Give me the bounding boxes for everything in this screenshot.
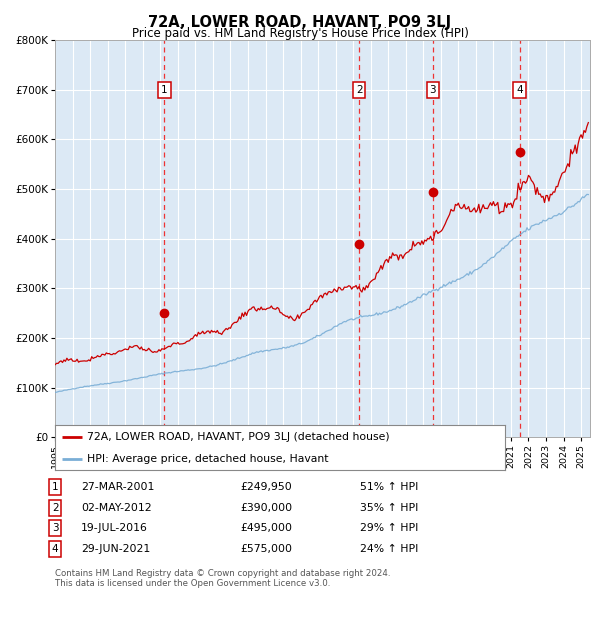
Text: 3: 3 [52,523,59,533]
Text: 4: 4 [52,544,59,554]
Text: This data is licensed under the Open Government Licence v3.0.: This data is licensed under the Open Gov… [55,578,331,588]
Text: 24% ↑ HPI: 24% ↑ HPI [360,544,418,554]
Text: Contains HM Land Registry data © Crown copyright and database right 2024.: Contains HM Land Registry data © Crown c… [55,569,391,578]
Text: £495,000: £495,000 [240,523,292,533]
Text: 1: 1 [52,482,59,492]
Text: £575,000: £575,000 [240,544,292,554]
Text: 1: 1 [161,85,168,95]
Text: 27-MAR-2001: 27-MAR-2001 [81,482,154,492]
Text: 72A, LOWER ROAD, HAVANT, PO9 3LJ (detached house): 72A, LOWER ROAD, HAVANT, PO9 3LJ (detach… [87,432,389,443]
Text: 29-JUN-2021: 29-JUN-2021 [81,544,150,554]
Text: £249,950: £249,950 [240,482,292,492]
Text: £390,000: £390,000 [240,503,292,513]
Text: 29% ↑ HPI: 29% ↑ HPI [360,523,418,533]
Text: 2: 2 [356,85,362,95]
Text: HPI: Average price, detached house, Havant: HPI: Average price, detached house, Hava… [87,454,328,464]
Text: 2: 2 [52,503,59,513]
Text: 19-JUL-2016: 19-JUL-2016 [81,523,148,533]
Text: 51% ↑ HPI: 51% ↑ HPI [360,482,418,492]
Text: Price paid vs. HM Land Registry's House Price Index (HPI): Price paid vs. HM Land Registry's House … [131,27,469,40]
Text: 72A, LOWER ROAD, HAVANT, PO9 3LJ: 72A, LOWER ROAD, HAVANT, PO9 3LJ [148,16,452,30]
Text: 3: 3 [430,85,436,95]
Text: 4: 4 [517,85,523,95]
Text: 35% ↑ HPI: 35% ↑ HPI [360,503,418,513]
Text: 02-MAY-2012: 02-MAY-2012 [81,503,152,513]
